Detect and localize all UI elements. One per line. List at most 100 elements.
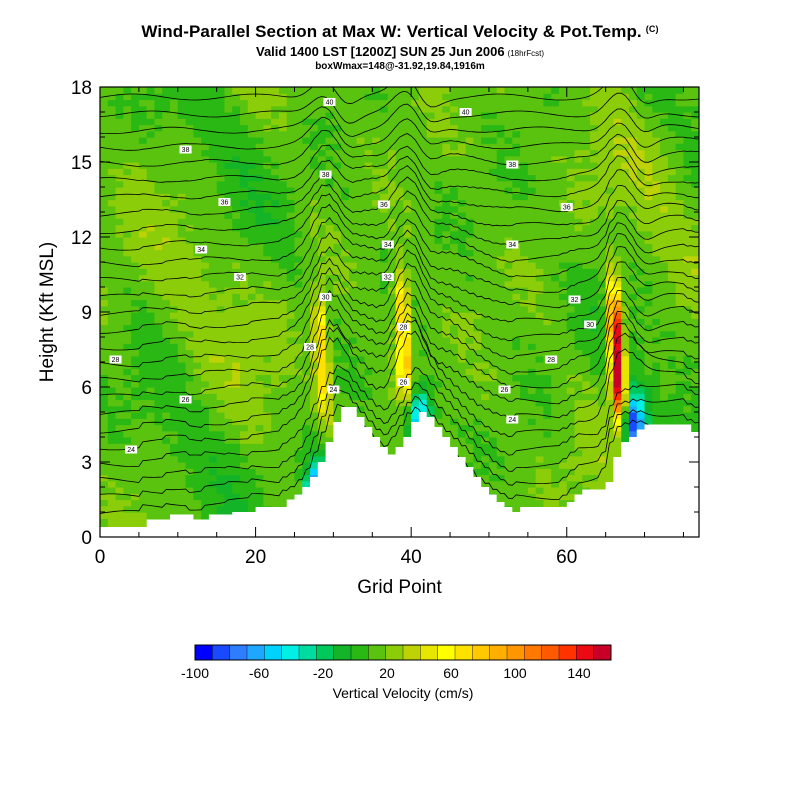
velocity-cell <box>131 299 140 307</box>
velocity-cell <box>278 374 288 382</box>
velocity-cell <box>566 430 576 438</box>
velocity-cell <box>294 430 303 438</box>
velocity-cell <box>115 187 124 194</box>
velocity-cell <box>403 93 412 101</box>
velocity-cell <box>193 130 202 138</box>
velocity-cell <box>170 224 179 232</box>
velocity-cell <box>286 368 296 376</box>
velocity-cell <box>582 443 591 451</box>
velocity-cell <box>162 355 171 363</box>
velocity-cell <box>574 337 583 344</box>
velocity-cell <box>317 443 327 451</box>
velocity-cell <box>131 180 140 188</box>
velocity-cell <box>574 87 583 94</box>
velocity-cell <box>590 374 599 382</box>
velocity-cell <box>512 205 521 213</box>
velocity-cell <box>294 249 303 257</box>
velocity-cell <box>488 87 498 94</box>
velocity-cell <box>450 393 459 401</box>
velocity-cell <box>271 280 280 288</box>
velocity-cell <box>263 268 272 276</box>
velocity-cell <box>496 268 506 276</box>
velocity-cell <box>512 349 521 357</box>
velocity-cell <box>325 199 334 207</box>
velocity-cell <box>411 187 420 194</box>
velocity-cell <box>450 312 459 319</box>
velocity-cell <box>364 330 373 338</box>
velocity-cell <box>473 362 482 369</box>
velocity-cell <box>356 168 366 176</box>
velocity-cell <box>278 287 288 294</box>
velocity-cell <box>255 493 264 501</box>
velocity-cell <box>558 487 568 494</box>
velocity-cell <box>208 268 218 276</box>
velocity-cell <box>418 387 428 394</box>
velocity-cell <box>582 249 591 257</box>
velocity-cell <box>403 337 412 344</box>
velocity-cell <box>348 349 358 357</box>
velocity-cell <box>263 180 272 188</box>
velocity-cell <box>512 499 521 507</box>
velocity-cell <box>434 180 443 188</box>
velocity-cell <box>496 449 506 457</box>
velocity-cell <box>403 205 412 213</box>
velocity-cell <box>271 187 280 194</box>
velocity-cell <box>255 487 264 494</box>
velocity-cell <box>403 349 412 357</box>
velocity-cell <box>263 212 272 219</box>
velocity-cell <box>364 180 373 188</box>
velocity-cell <box>240 430 249 438</box>
velocity-cell <box>364 155 373 163</box>
velocity-cell <box>558 262 568 269</box>
velocity-cell <box>294 193 303 201</box>
velocity-cell <box>496 93 506 101</box>
velocity-cell <box>310 255 319 263</box>
velocity-cell <box>411 168 420 176</box>
velocity-cell <box>131 474 140 482</box>
velocity-cell <box>543 299 552 307</box>
velocity-cell <box>224 105 233 113</box>
velocity-cell <box>558 224 568 232</box>
velocity-cell <box>107 155 117 163</box>
velocity-cell <box>574 287 583 294</box>
velocity-cell <box>481 480 490 488</box>
velocity-cell <box>582 474 591 482</box>
velocity-cell <box>364 218 373 226</box>
velocity-cell <box>527 362 537 369</box>
velocity-cell <box>162 274 171 282</box>
velocity-cell <box>240 237 249 244</box>
velocity-cell <box>216 230 226 238</box>
velocity-cell <box>457 349 467 357</box>
velocity-cell <box>162 143 171 151</box>
velocity-cell <box>496 255 506 263</box>
velocity-cell <box>170 149 179 157</box>
velocity-cell <box>380 168 389 176</box>
velocity-cell <box>465 462 474 469</box>
velocity-cell <box>310 124 319 132</box>
velocity-cell <box>232 405 241 413</box>
velocity-cell <box>628 293 638 301</box>
velocity-cell <box>263 124 272 132</box>
velocity-cell <box>348 224 358 232</box>
velocity-cell <box>613 280 622 288</box>
velocity-cell <box>465 280 474 288</box>
velocity-cell <box>442 124 451 132</box>
velocity-cell <box>216 368 226 376</box>
velocity-cell <box>481 124 490 132</box>
velocity-cell <box>271 474 280 482</box>
velocity-cell <box>465 374 474 382</box>
velocity-cell <box>185 168 194 176</box>
velocity-cell <box>566 305 576 313</box>
velocity-cell <box>208 399 218 407</box>
velocity-cell <box>387 362 397 369</box>
velocity-cell <box>465 262 474 269</box>
velocity-cell <box>496 487 506 494</box>
velocity-cell <box>527 274 537 282</box>
velocity-cell <box>302 449 311 457</box>
velocity-cell <box>177 318 187 326</box>
velocity-cell <box>628 374 638 382</box>
velocity-cell <box>590 193 599 201</box>
velocity-cell <box>224 174 233 182</box>
velocity-cell <box>605 174 615 182</box>
